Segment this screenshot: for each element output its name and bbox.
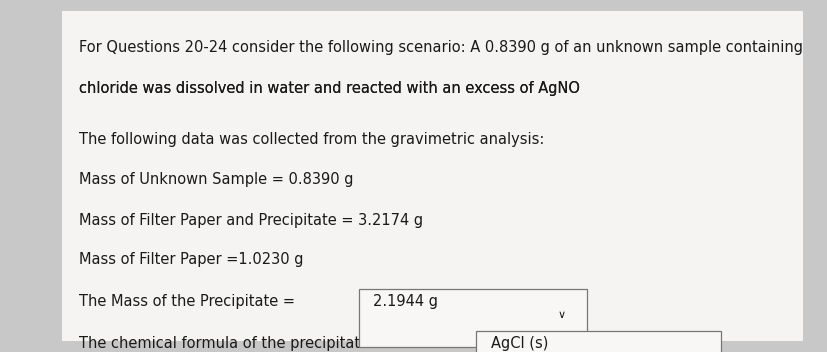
Text: Mass of Unknown Sample = 0.8390 g: Mass of Unknown Sample = 0.8390 g [79,172,353,188]
Text: For Questions 20-24 consider the following scenario: A 0.8390 g of an unknown sa: For Questions 20-24 consider the followi… [79,40,801,56]
Text: 2.1944 g: 2.1944 g [373,294,437,309]
Text: ∨: ∨ [557,310,566,320]
Text: The chemical formula of the precipitate =: The chemical formula of the precipitate … [79,336,390,351]
Text: chloride was dissolved in water and reacted with an excess of AgNO: chloride was dissolved in water and reac… [0,351,1,352]
Text: The following data was collected from the gravimetric analysis:: The following data was collected from th… [79,132,543,147]
Text: Mass of Filter Paper =1.0230 g: Mass of Filter Paper =1.0230 g [79,252,303,267]
Text: chloride was dissolved in water and reacted with an excess of AgNO: chloride was dissolved in water and reac… [79,81,579,96]
Text: chloride was dissolved in water and reacted with an excess of AgNO: chloride was dissolved in water and reac… [79,81,579,96]
FancyBboxPatch shape [476,331,719,352]
Text: Mass of Filter Paper and Precipitate = 3.2174 g: Mass of Filter Paper and Precipitate = 3… [79,213,423,228]
Text: The Mass of the Precipitate =: The Mass of the Precipitate = [79,294,299,309]
FancyBboxPatch shape [62,11,802,341]
FancyBboxPatch shape [359,289,586,347]
Text: AgCl (s): AgCl (s) [490,336,547,351]
